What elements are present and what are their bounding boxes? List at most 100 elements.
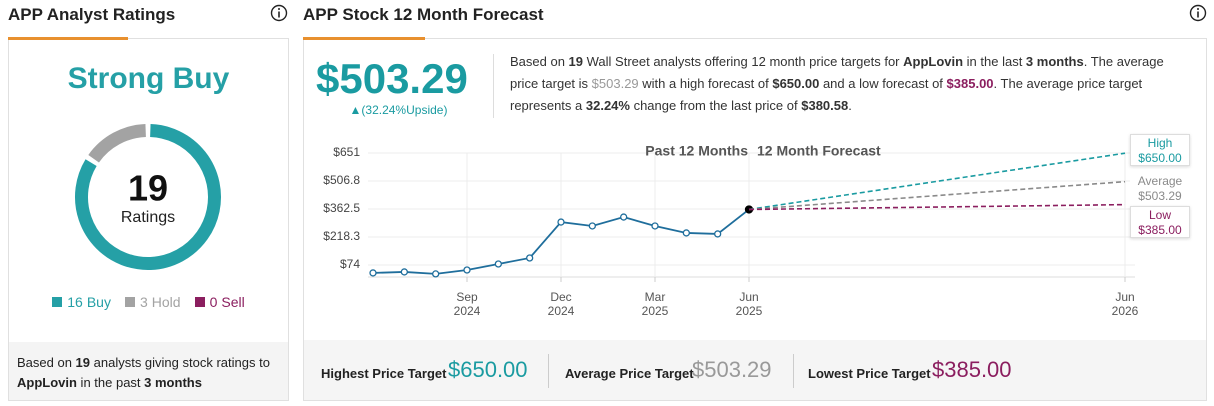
text: 3 months xyxy=(144,375,202,390)
price-point xyxy=(526,254,534,262)
y-tick-label: $218.3 xyxy=(323,229,360,243)
price-point xyxy=(651,222,659,230)
price-point xyxy=(463,266,471,274)
summary-label: Highest Price Target xyxy=(321,366,447,381)
x-tick-label: Dec 2024 xyxy=(547,290,575,318)
text: analysts giving stock ratings to xyxy=(90,355,270,370)
legend-item: 16 Buy xyxy=(52,294,111,310)
upside: ▲(32.24%Upside) xyxy=(349,103,448,117)
text: in the past xyxy=(76,375,145,390)
y-tick-label: $651 xyxy=(333,145,360,159)
average-price: $503.29 xyxy=(316,55,468,102)
text: with a high forecast of xyxy=(638,76,773,91)
consensus: Strong Buy xyxy=(67,62,230,95)
y-tick-label: $74 xyxy=(340,257,360,271)
series-name: Low xyxy=(1148,208,1171,222)
legend-swatch xyxy=(52,297,63,307)
text: Wall Street analysts offering 12 month p… xyxy=(583,54,904,69)
text: . xyxy=(848,98,852,113)
text: $650.00 xyxy=(772,76,820,91)
forecast-line xyxy=(748,152,1126,211)
text: $503.29 xyxy=(591,76,639,91)
divider xyxy=(493,54,494,118)
annotation: Past 12 Months xyxy=(645,143,748,159)
y-tick-label: $362.5 xyxy=(323,201,360,215)
series-name: Average xyxy=(1137,174,1183,188)
text: $385.00 xyxy=(946,76,994,91)
price-point xyxy=(714,230,722,238)
price-point xyxy=(557,218,565,226)
legend-value: 0 xyxy=(209,294,218,310)
x-tick-label: Jun 2026 xyxy=(1111,290,1139,318)
annotation: 12 Month Forecast xyxy=(757,143,881,159)
description: Based on 19 Wall Street analysts offerin… xyxy=(510,51,1190,117)
text: 19 xyxy=(568,54,584,69)
legend-label: Buy xyxy=(86,294,111,310)
value-label: $503.29 xyxy=(1138,189,1182,203)
price-point xyxy=(588,222,596,230)
legend-label: Sell xyxy=(221,294,245,310)
info-icon[interactable] xyxy=(1189,4,1207,22)
text: 3 months xyxy=(1025,54,1084,69)
summary-label: Lowest Price Target xyxy=(808,366,931,381)
text: AppLovin xyxy=(903,54,964,69)
price-point xyxy=(432,270,440,278)
text: 19 xyxy=(75,355,91,370)
ratings-panel xyxy=(8,38,289,401)
forecast-label: High $650.00 xyxy=(1130,134,1190,166)
ratings-footer: Based on 19 analysts giving stock rating… xyxy=(17,353,285,393)
legend-value: 3 xyxy=(139,294,148,310)
forecast-line xyxy=(748,180,1126,211)
panel-title: APP Analyst Ratings xyxy=(8,5,176,24)
panel-title: APP Stock 12 Month Forecast xyxy=(303,5,544,24)
legend-label: Hold xyxy=(151,294,181,310)
series-name: High xyxy=(1147,136,1173,150)
text: Based on xyxy=(17,355,76,370)
text: . The average price target is xyxy=(510,54,1164,91)
text: 32.24% xyxy=(585,98,630,113)
center-label: Ratings xyxy=(121,209,175,226)
value-label: $385.00 xyxy=(1138,223,1182,237)
price-point xyxy=(620,213,628,221)
legend-item: 3 Hold xyxy=(124,294,181,310)
donut-segment xyxy=(75,124,221,270)
legend: 16 Buy 3 Hold 0 Sell xyxy=(8,294,289,310)
summary-label: Average Price Target xyxy=(565,366,694,381)
divider xyxy=(548,354,549,388)
forecast-line xyxy=(748,203,1126,211)
center-value: 19 xyxy=(128,168,168,209)
forecast-panel xyxy=(303,38,1207,401)
x-tick-label: Sep 2024 xyxy=(453,290,481,318)
accent-bar xyxy=(303,37,425,40)
forecast-label: Low $385.00 xyxy=(1130,206,1190,238)
info-icon[interactable] xyxy=(270,4,288,22)
x-tick-label: Jun 2025 xyxy=(735,290,763,318)
summary-value: $385.00 xyxy=(932,357,1012,382)
legend-item: 0 Sell xyxy=(194,294,245,310)
accent-bar xyxy=(8,37,128,40)
footer-bg xyxy=(9,342,288,400)
price-point xyxy=(369,269,377,277)
price-point xyxy=(494,260,502,268)
text: change from the last price of xyxy=(629,98,802,113)
text: . The average price target represents a xyxy=(510,76,1143,113)
forecast-label: Average $503.29 xyxy=(1130,173,1190,205)
text: $380.58 xyxy=(801,98,849,113)
x-tick-label: Mar 2025 xyxy=(641,290,669,318)
text: and a low forecast of xyxy=(819,76,947,91)
legend-value: 16 xyxy=(67,294,83,310)
value-label: $650.00 xyxy=(1138,151,1182,165)
price-point xyxy=(400,268,408,276)
y-tick-label: $506.8 xyxy=(323,173,360,187)
summary-value: $650.00 xyxy=(448,357,528,382)
summary-bg xyxy=(304,340,1206,400)
summary-value: $503.29 xyxy=(692,357,772,382)
donut-segment xyxy=(88,124,147,163)
legend-swatch xyxy=(194,297,205,307)
text: in the last xyxy=(963,54,1026,69)
text: AppLovin xyxy=(17,375,77,390)
price-point xyxy=(682,229,690,237)
legend-swatch xyxy=(124,297,135,307)
